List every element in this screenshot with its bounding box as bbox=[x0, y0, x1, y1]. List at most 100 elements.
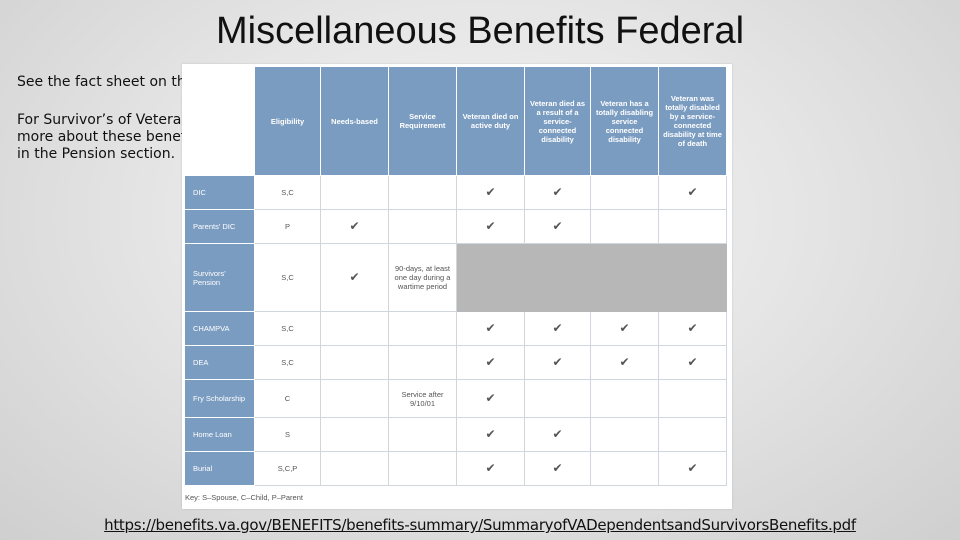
table-cell: ✔ bbox=[456, 175, 525, 210]
survivors-note-line: more about these benefits bbox=[17, 129, 203, 145]
table-header-row: Eligibility Needs-based Service Requirem… bbox=[184, 66, 727, 176]
table-cell: ✔ bbox=[590, 311, 659, 346]
check-icon: ✔ bbox=[485, 320, 496, 335]
table-cell bbox=[590, 209, 659, 244]
table-row: CHAMPVA S,C ✔ ✔ ✔ ✔ bbox=[184, 311, 727, 346]
row-label: CHAMPVA bbox=[184, 311, 255, 346]
table-header: Veteran died on active duty bbox=[456, 66, 525, 176]
table-cell bbox=[590, 379, 659, 418]
table-cell bbox=[320, 175, 389, 210]
check-icon: ✔ bbox=[552, 320, 563, 335]
service-requirement-cell: Service after 9/10/01 bbox=[388, 379, 457, 418]
table-cell bbox=[658, 379, 727, 418]
check-icon: ✔ bbox=[687, 320, 698, 335]
eligibility-cell: S,C bbox=[254, 175, 321, 210]
service-requirement-cell bbox=[388, 451, 457, 486]
check-icon: ✔ bbox=[485, 426, 496, 441]
table-header: Veteran has a totally disabling service … bbox=[590, 66, 659, 176]
table-row: DEA S,C ✔ ✔ ✔ ✔ bbox=[184, 345, 727, 380]
table-cell: ✔ bbox=[524, 345, 591, 380]
row-label: DEA bbox=[184, 345, 255, 380]
check-icon: ✔ bbox=[552, 354, 563, 369]
table-row: Parents' DIC P ✔ ✔ ✔ bbox=[184, 209, 727, 244]
eligibility-cell: S,C bbox=[254, 243, 321, 312]
table-cell: ✔ bbox=[658, 345, 727, 380]
check-icon: ✔ bbox=[485, 354, 496, 369]
check-icon: ✔ bbox=[485, 460, 496, 475]
table-cell: ✔ bbox=[590, 345, 659, 380]
check-icon: ✔ bbox=[619, 354, 630, 369]
table-cell: ✔ bbox=[456, 451, 525, 486]
check-icon: ✔ bbox=[485, 184, 496, 199]
table-cell: ✔ bbox=[456, 345, 525, 380]
check-icon: ✔ bbox=[485, 218, 496, 233]
table-row: Home Loan S ✔ ✔ bbox=[184, 417, 727, 452]
table-header: Service Requirement bbox=[388, 66, 457, 176]
source-link[interactable]: https://benefits.va.gov/BENEFITS/benefit… bbox=[104, 516, 856, 534]
table-cell bbox=[590, 175, 659, 210]
table-cell bbox=[320, 345, 389, 380]
table-row: Survivors' Pension S,C ✔ 90-days, at least … bbox=[184, 243, 727, 312]
table-cell bbox=[320, 417, 389, 452]
table-cell: ✔ bbox=[524, 209, 591, 244]
row-label: Parents' DIC bbox=[184, 209, 255, 244]
check-icon: ✔ bbox=[687, 354, 698, 369]
not-applicable-cell bbox=[456, 243, 727, 312]
check-icon: ✔ bbox=[687, 460, 698, 475]
service-requirement-cell: 90-days, at least one day during a warti… bbox=[388, 243, 457, 312]
table-cell bbox=[590, 451, 659, 486]
table-cell: ✔ bbox=[658, 175, 727, 210]
table-row: DIC S,C ✔ ✔ ✔ bbox=[184, 175, 727, 210]
eligibility-cell: S,C,P bbox=[254, 451, 321, 486]
table-header: Needs-based bbox=[320, 66, 389, 176]
table-cell bbox=[658, 209, 727, 244]
check-icon: ✔ bbox=[619, 320, 630, 335]
table-cell bbox=[658, 417, 727, 452]
row-label: Home Loan bbox=[184, 417, 255, 452]
table-cell bbox=[590, 417, 659, 452]
check-icon: ✔ bbox=[552, 218, 563, 233]
service-requirement-cell bbox=[388, 417, 457, 452]
row-label: Burial bbox=[184, 451, 255, 486]
table-cell: ✔ bbox=[524, 451, 591, 486]
table-row: Burial S,C,P ✔ ✔ ✔ bbox=[184, 451, 727, 486]
check-icon: ✔ bbox=[349, 269, 360, 284]
table-cell bbox=[320, 451, 389, 486]
survivors-note-line: For Survivor’s of Veterans bbox=[17, 112, 198, 128]
table-cell: ✔ bbox=[456, 311, 525, 346]
check-icon: ✔ bbox=[552, 460, 563, 475]
service-requirement-cell bbox=[388, 311, 457, 346]
table-header: Eligibility bbox=[254, 66, 321, 176]
service-requirement-cell bbox=[388, 345, 457, 380]
fact-sheet-image: Eligibility Needs-based Service Requirem… bbox=[182, 64, 732, 509]
survivors-note-line: in the Pension section. bbox=[17, 146, 176, 162]
slide-title: Miscellaneous Benefits Federal bbox=[215, 10, 745, 52]
table-cell: ✔ bbox=[524, 175, 591, 210]
row-label: DIC bbox=[184, 175, 255, 210]
check-icon: ✔ bbox=[349, 218, 360, 233]
row-label: Fry Scholarship bbox=[184, 379, 255, 418]
benefits-table: Eligibility Needs-based Service Requirem… bbox=[184, 66, 727, 486]
table-header-corner bbox=[184, 66, 255, 176]
eligibility-cell: S,C bbox=[254, 345, 321, 380]
table-cell bbox=[320, 379, 389, 418]
table-cell: ✔ bbox=[456, 379, 525, 418]
table-cell bbox=[524, 379, 591, 418]
table-cell: ✔ bbox=[658, 451, 727, 486]
check-icon: ✔ bbox=[552, 426, 563, 441]
table-key: Key: S–Spouse, C–Child, P–Parent bbox=[185, 493, 303, 502]
table-header: Veteran was totally disabled by a servic… bbox=[658, 66, 727, 176]
service-requirement-cell bbox=[388, 175, 457, 210]
eligibility-cell: S,C bbox=[254, 311, 321, 346]
row-label: Survivors' Pension bbox=[184, 243, 255, 312]
eligibility-cell: P bbox=[254, 209, 321, 244]
check-icon: ✔ bbox=[552, 184, 563, 199]
table-cell bbox=[320, 311, 389, 346]
table-row: Fry Scholarship C Service after 9/10/01 ✔ bbox=[184, 379, 727, 418]
table-cell: ✔ bbox=[320, 243, 389, 312]
table-header: Veteran died as a result of a service-co… bbox=[524, 66, 591, 176]
table-cell: ✔ bbox=[320, 209, 389, 244]
table-cell: ✔ bbox=[456, 417, 525, 452]
eligibility-cell: C bbox=[254, 379, 321, 418]
service-requirement-cell bbox=[388, 209, 457, 244]
